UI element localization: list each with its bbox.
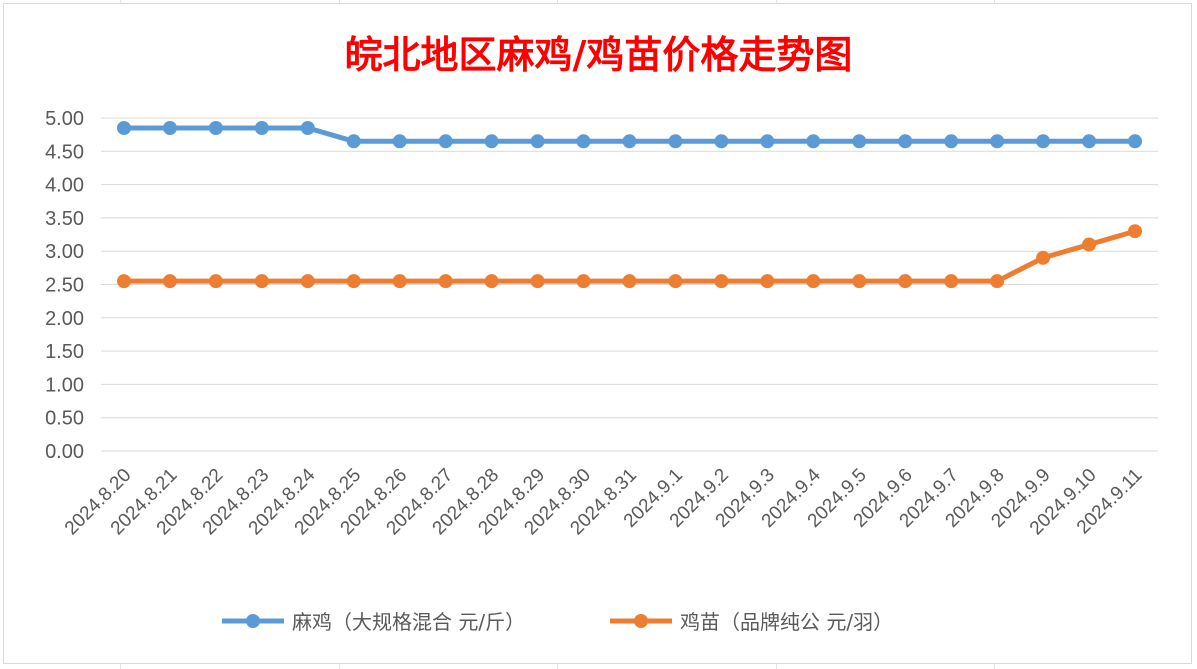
data-point — [668, 134, 683, 149]
data-point — [668, 274, 683, 289]
data-point — [484, 274, 499, 289]
y-tick-label: 0.50 — [45, 408, 84, 430]
data-point — [944, 274, 959, 289]
data-point — [990, 134, 1005, 149]
legend-marker — [246, 614, 260, 628]
data-point — [116, 120, 131, 135]
series-line — [123, 228, 1136, 284]
y-tick-label: 1.50 — [45, 341, 84, 363]
data-point — [944, 134, 959, 149]
data-point — [438, 134, 453, 149]
data-point — [300, 120, 315, 135]
data-point — [806, 274, 821, 289]
data-point — [714, 274, 729, 289]
data-point — [990, 274, 1005, 289]
legend: 麻鸡（大规格混合 元/斤） 鸡苗（品牌纯公 元/羽） — [222, 610, 893, 634]
y-tick-label: 2.50 — [45, 275, 84, 297]
y-tick-label: 4.00 — [45, 175, 84, 197]
data-point — [898, 274, 913, 289]
data-point — [806, 134, 821, 149]
data-point — [1036, 134, 1051, 149]
data-point — [1128, 134, 1143, 149]
legend-marker — [634, 614, 648, 628]
data-point — [208, 120, 223, 135]
legend-label: 麻鸡（大规格混合 元/斤） — [292, 610, 525, 634]
data-point — [208, 274, 223, 289]
data-point — [576, 274, 591, 289]
data-point — [254, 274, 269, 289]
y-tick-label: 1.00 — [45, 374, 84, 396]
data-point — [162, 120, 177, 135]
y-tick-label: 5.00 — [45, 108, 84, 130]
data-point — [530, 134, 545, 149]
y-axis-ticks: 0.00 0.50 1.00 1.50 2.00 2.50 3.00 3.50 4.00 4.50… — [45, 108, 84, 463]
legend-item: 鸡苗（品牌纯公 元/羽） — [610, 610, 893, 634]
series-lines — [116, 120, 1143, 289]
data-point — [1082, 237, 1097, 252]
legend-label: 鸡苗（品牌纯公 元/羽） — [680, 610, 893, 634]
data-point — [484, 134, 499, 149]
data-point — [1036, 250, 1051, 265]
data-point — [852, 274, 867, 289]
data-point — [576, 134, 591, 149]
y-tick-label: 3.00 — [45, 241, 84, 263]
data-point — [852, 134, 867, 149]
data-point — [760, 134, 775, 149]
data-point — [760, 274, 775, 289]
data-point — [300, 274, 315, 289]
data-point — [622, 274, 637, 289]
series-1 — [116, 120, 1143, 149]
data-point — [438, 274, 453, 289]
y-tick-label: 0.00 — [45, 441, 84, 463]
data-point — [116, 274, 131, 289]
chart-area[interactable] — [3, 3, 1192, 664]
chart-title: 皖北地区麻鸡/鸡苗价格走势图 — [344, 32, 853, 77]
data-point — [1128, 224, 1143, 239]
x-axis-ticks: 2024.8.202024.8.212024.8.222024.8.232024… — [61, 464, 1147, 539]
gridlines — [101, 117, 1158, 452]
y-tick-label: 3.50 — [45, 208, 84, 230]
data-point — [1082, 134, 1097, 149]
data-point — [530, 274, 545, 289]
y-tick-label: 4.50 — [45, 141, 84, 163]
data-point — [898, 134, 913, 149]
data-point — [392, 134, 407, 149]
data-point — [714, 134, 729, 149]
data-point — [622, 134, 637, 149]
data-point — [392, 274, 407, 289]
data-point — [162, 274, 177, 289]
data-point — [346, 134, 361, 149]
series-2 — [116, 224, 1143, 289]
data-point — [346, 274, 361, 289]
y-tick-label: 2.00 — [45, 308, 84, 330]
legend-item: 麻鸡（大规格混合 元/斤） — [222, 610, 525, 634]
data-point — [254, 120, 269, 135]
